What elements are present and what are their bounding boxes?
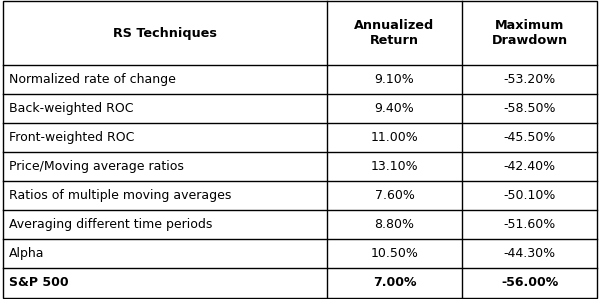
Text: Ratios of multiple moving averages: Ratios of multiple moving averages <box>9 189 232 202</box>
Text: 9.40%: 9.40% <box>374 102 415 115</box>
Text: Maximum
Drawdown: Maximum Drawdown <box>491 19 568 47</box>
Text: -56.00%: -56.00% <box>501 277 558 289</box>
Text: 7.60%: 7.60% <box>374 189 415 202</box>
Text: -58.50%: -58.50% <box>503 102 556 115</box>
Text: -53.20%: -53.20% <box>503 73 556 86</box>
Text: 10.50%: 10.50% <box>371 248 418 260</box>
Text: 9.10%: 9.10% <box>374 73 415 86</box>
Text: Annualized
Return: Annualized Return <box>355 19 434 47</box>
Text: Price/Moving average ratios: Price/Moving average ratios <box>9 160 184 173</box>
Text: 7.00%: 7.00% <box>373 277 416 289</box>
Text: Alpha: Alpha <box>9 248 44 260</box>
Text: 8.80%: 8.80% <box>374 218 415 231</box>
Text: RS Techniques: RS Techniques <box>113 27 217 40</box>
Text: -45.50%: -45.50% <box>503 131 556 144</box>
Text: 11.00%: 11.00% <box>371 131 418 144</box>
Text: Back-weighted ROC: Back-weighted ROC <box>9 102 133 115</box>
Text: 13.10%: 13.10% <box>371 160 418 173</box>
Text: Front-weighted ROC: Front-weighted ROC <box>9 131 134 144</box>
Text: Averaging different time periods: Averaging different time periods <box>9 218 212 231</box>
Text: -50.10%: -50.10% <box>503 189 556 202</box>
Text: -44.30%: -44.30% <box>503 248 556 260</box>
Text: -51.60%: -51.60% <box>503 218 556 231</box>
Text: -42.40%: -42.40% <box>503 160 556 173</box>
Text: Normalized rate of change: Normalized rate of change <box>9 73 176 86</box>
Text: S&P 500: S&P 500 <box>9 277 68 289</box>
